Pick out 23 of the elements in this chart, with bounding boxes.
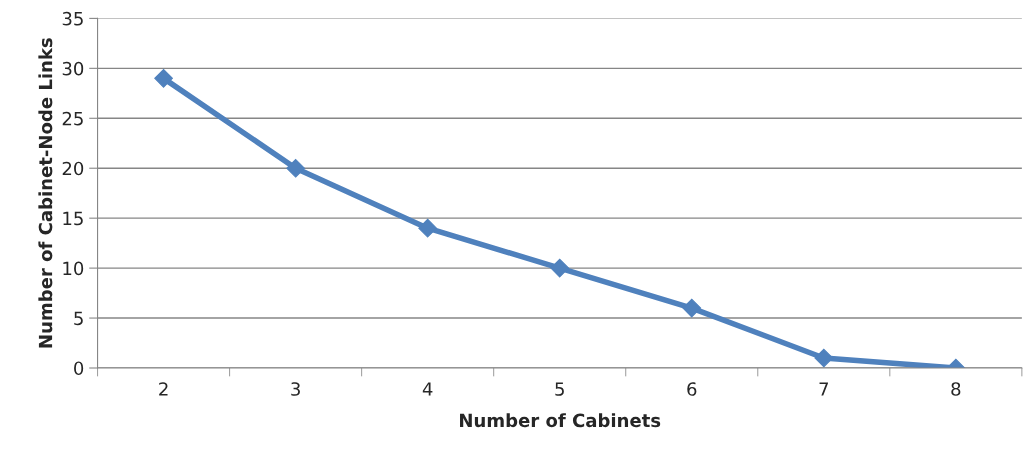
x-tick-label: 6 [687,382,697,396]
point [418,218,438,238]
point [814,348,834,368]
point [682,298,702,318]
x-axis-title: Number of Cabinets [460,413,661,428]
y-tick-label: 15 [63,211,83,226]
y-axis-title: Number of Cabinet-Node Links [38,38,53,348]
x-tick-label: 3 [291,382,300,396]
y-tick-label: 30 [62,61,84,76]
x-tick-label: 7 [819,382,828,396]
y-tick-label: 10 [63,261,84,276]
y-tick-label: 25 [62,111,83,126]
y-tick-label: 0 [74,361,84,376]
y-tick-label: 20 [62,161,84,176]
x-tick-label: 5 [555,382,564,396]
point [286,158,305,178]
x-tick-label: 4 [422,382,433,396]
y-tick-label: 5 [74,311,83,326]
point [154,68,173,88]
y-tick-label: 35 [62,11,83,26]
point [550,258,570,278]
x-tick-label: 2 [159,382,168,396]
x-tick-label: 8 [951,382,961,396]
